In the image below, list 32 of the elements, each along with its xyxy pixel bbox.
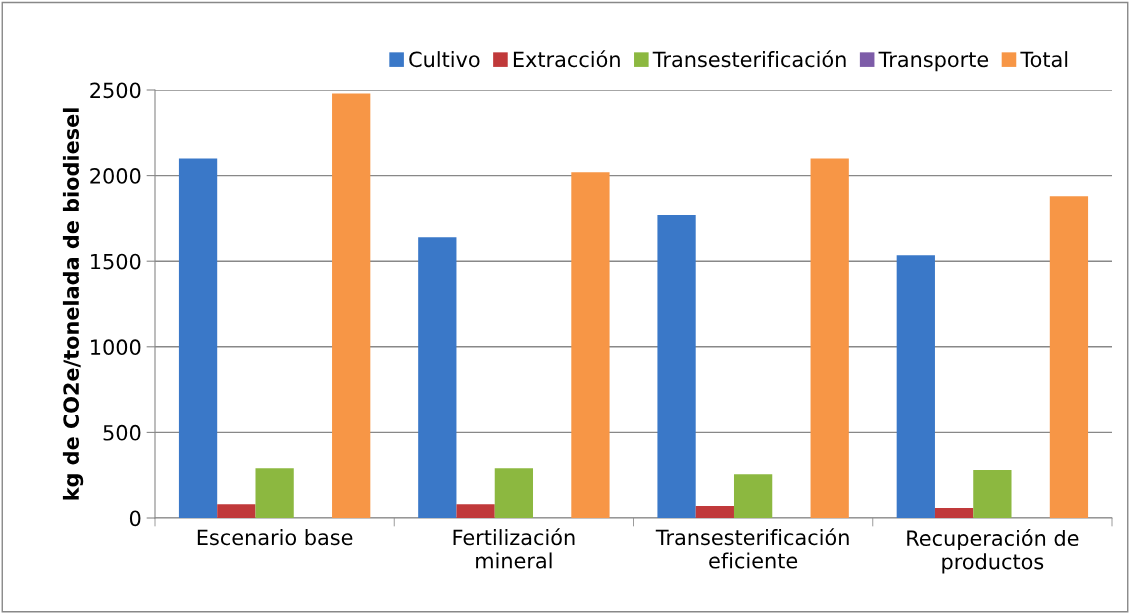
bar — [810, 158, 849, 518]
y-tick-label: 500 — [103, 424, 141, 441]
bar — [1049, 196, 1089, 518]
bar — [418, 237, 457, 518]
legend-label: Total — [1020, 51, 1068, 68]
legend-label: Transporte — [878, 51, 989, 72]
bar — [657, 214, 696, 518]
bar — [332, 93, 371, 518]
bar — [733, 474, 773, 518]
x-tick-label: Escenario base — [197, 529, 353, 546]
x-tick-label: Recuperación de productos — [907, 529, 1079, 574]
bar — [896, 255, 935, 518]
x-tick-label: Transesterificación eficiente — [655, 528, 849, 569]
bar — [571, 172, 610, 518]
y-tick-label: 1500 — [91, 253, 141, 270]
bar — [178, 158, 218, 518]
bar — [217, 504, 256, 518]
bar — [456, 504, 495, 518]
bar — [973, 470, 1012, 518]
bar — [695, 506, 734, 518]
x-tick-label: Fertilización mineral — [453, 528, 575, 569]
y-tick-label: 0 — [129, 510, 141, 527]
y-tick-label: 1000 — [91, 339, 141, 356]
y-axis-title: kg de CO2e/tonelada de biodiesel — [62, 108, 84, 500]
legend-label: Extracción — [513, 50, 620, 68]
y-tick-label: 2500 — [90, 82, 141, 99]
bar — [934, 508, 974, 518]
bar — [494, 468, 534, 518]
y-tick-label: 2000 — [90, 168, 141, 184]
legend-label: Transesterificación — [652, 50, 846, 68]
legend-label: Cultivo — [409, 51, 480, 68]
bar — [255, 468, 294, 518]
